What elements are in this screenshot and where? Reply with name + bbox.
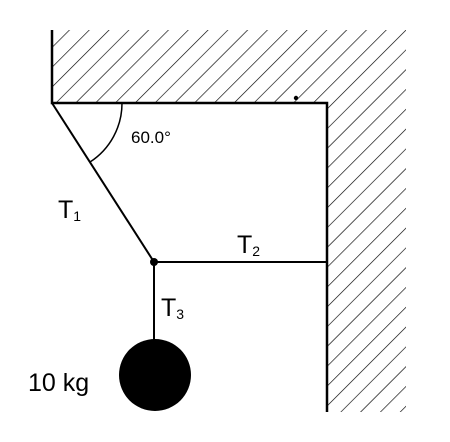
corner-dot <box>293 95 299 101</box>
mass-ball <box>119 339 191 411</box>
ceiling-wall-boundary <box>50 30 329 412</box>
t1-label: T1 <box>58 196 81 224</box>
wall-hatching <box>52 30 406 412</box>
knot <box>150 258 158 266</box>
rope-t1 <box>51 102 155 263</box>
angle-arc <box>89 102 123 163</box>
t3-label: T3 <box>161 294 184 322</box>
t2-label: T2 <box>237 231 260 259</box>
mass-label: 10 kg <box>28 369 89 397</box>
angle-label: 60.0° <box>131 128 171 147</box>
